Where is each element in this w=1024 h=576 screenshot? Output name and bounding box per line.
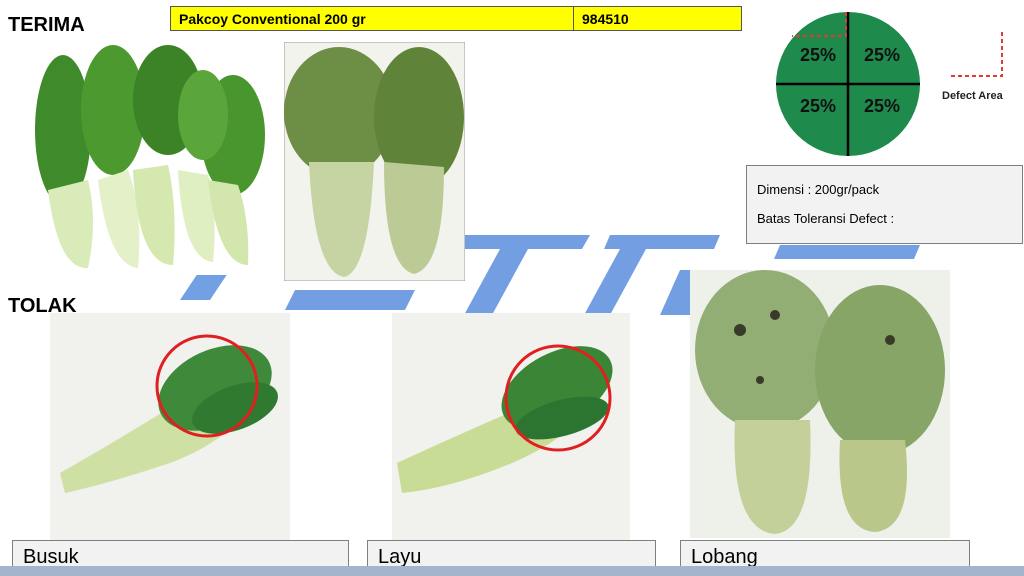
defect-legend-marker [948, 32, 1003, 77]
reject-heading: TOLAK [8, 295, 77, 317]
accepted-pakcoy-photo-1 [18, 40, 268, 275]
quadrant-tr: 25% [864, 45, 900, 65]
quadrant-br: 25% [864, 96, 900, 116]
reject-photo-lobang [690, 270, 950, 538]
defect-highlight-circle [155, 334, 259, 438]
defect-highlight-circle [504, 344, 612, 452]
accepted-pakcoy-photo-2 [284, 42, 465, 281]
bottom-strip [0, 566, 1024, 576]
defect-marker [792, 12, 847, 37]
product-code: 984510 [582, 10, 629, 27]
product-title-bar: Pakcoy Conventional 200 gr 984510 [170, 6, 742, 31]
accept-heading: TERIMA [8, 14, 85, 36]
reject-photo-busuk [50, 313, 290, 540]
defect-legend-label: Defect Area [942, 90, 1003, 102]
spec-info-box: Dimensi : 200gr/pack Batas Toleransi Def… [746, 165, 1023, 244]
reject-photo-layu [392, 313, 630, 540]
quadrant-bl: 25% [800, 96, 836, 116]
tolerance-text: Batas Toleransi Defect : [757, 211, 895, 226]
quadrant-tl: 25% [800, 45, 836, 65]
defect-area-diagram: 25% 25% 25% 25% [776, 12, 920, 156]
dimension-text: Dimensi : 200gr/pack [757, 182, 880, 197]
product-name: Pakcoy Conventional 200 gr [171, 7, 574, 30]
